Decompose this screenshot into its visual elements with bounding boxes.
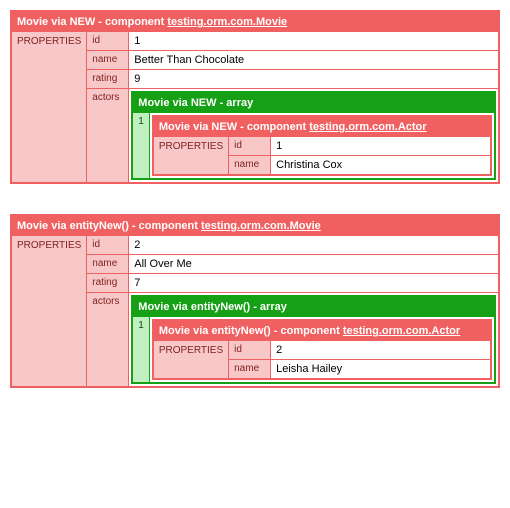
component-link[interactable]: testing.orm.com.Actor [343,325,460,337]
array-block: Movie via entityNew() - array 1 Movie vi… [131,295,496,384]
property-row: id 2 [87,236,498,254]
property-key: name [229,360,271,378]
property-key: actors [87,89,129,182]
property-key: name [87,51,129,69]
property-value-nested: Movie via entityNew() - array 1 Movie vi… [129,293,498,386]
component-link[interactable]: testing.orm.com.Actor [309,121,426,133]
property-key: rating [87,274,129,292]
property-row: name All Over Me [87,254,498,273]
header-text: Movie via NEW - component [17,16,167,28]
properties-label: PROPERTIES [12,32,87,182]
array-body: 1 Movie via NEW - component testing.orm.… [133,113,494,178]
header-text: Movie via entityNew() - component [159,325,343,337]
dump-block: Movie via entityNew() - component testin… [10,214,500,388]
property-key: id [87,236,129,254]
component-link[interactable]: testing.orm.com.Movie [167,16,287,28]
dump-body: PROPERTIES id 1 name [154,137,490,174]
property-value: 2 [129,236,498,254]
dump-body: PROPERTIES id 2 name All Over Me rating … [12,236,498,386]
header-text: Movie via NEW - component [159,121,309,133]
array-item: Movie via NEW - component testing.orm.co… [150,113,494,178]
property-row: id 2 [229,341,490,359]
property-row: id 1 [87,32,498,50]
properties-label: PROPERTIES [154,137,229,174]
component-link[interactable]: testing.orm.com.Movie [201,220,321,232]
property-value: Leisha Hailey [271,360,490,378]
property-row: actors Movie via NEW - array 1 Movie via [87,88,498,182]
property-value: Christina Cox [271,156,490,174]
property-rows: id 1 name Christina Cox [229,137,490,174]
property-row: name Leisha Hailey [229,359,490,378]
property-key: id [229,341,271,359]
dump-body: PROPERTIES id 2 name [154,341,490,378]
property-value-nested: Movie via NEW - array 1 Movie via NEW - … [129,89,498,182]
component-header: Movie via entityNew() - component testin… [12,216,498,236]
dump-block: Movie via NEW - component testing.orm.co… [10,10,500,184]
property-value: 1 [271,137,490,155]
property-row: name Christina Cox [229,155,490,174]
array-item: Movie via entityNew() - component testin… [150,317,494,382]
dump-body: PROPERTIES id 1 name Better Than Chocola… [12,32,498,182]
array-header: Movie via entityNew() - array [133,297,494,317]
property-value: 7 [129,274,498,292]
property-key: id [229,137,271,155]
property-value: 9 [129,70,498,88]
dump-block: Movie via NEW - component testing.orm.co… [152,115,492,176]
property-rows: id 2 name Leisha Hailey [229,341,490,378]
array-block: Movie via NEW - array 1 Movie via NEW - … [131,91,496,180]
array-header: Movie via NEW - array [133,93,494,113]
property-key: name [87,255,129,273]
property-value: 1 [129,32,498,50]
property-row: rating 7 [87,273,498,292]
property-row: rating 9 [87,69,498,88]
property-key: id [87,32,129,50]
property-key: name [229,156,271,174]
component-header: Movie via NEW - component testing.orm.co… [154,117,490,137]
property-row: actors Movie via entityNew() - array 1 M… [87,292,498,386]
property-value: All Over Me [129,255,498,273]
dump-block: Movie via entityNew() - component testin… [152,319,492,380]
array-body: 1 Movie via entityNew() - component test… [133,317,494,382]
property-key: rating [87,70,129,88]
array-index: 1 [133,317,150,382]
property-row: id 1 [229,137,490,155]
property-value: Better Than Chocolate [129,51,498,69]
property-rows: id 1 name Better Than Chocolate rating 9… [87,32,498,182]
component-header: Movie via NEW - component testing.orm.co… [12,12,498,32]
property-value: 2 [271,341,490,359]
array-index: 1 [133,113,150,178]
component-header: Movie via entityNew() - component testin… [154,321,490,341]
properties-label: PROPERTIES [12,236,87,386]
property-rows: id 2 name All Over Me rating 7 actors Mo… [87,236,498,386]
property-row: name Better Than Chocolate [87,50,498,69]
properties-label: PROPERTIES [154,341,229,378]
header-text: Movie via entityNew() - component [17,220,201,232]
property-key: actors [87,293,129,386]
